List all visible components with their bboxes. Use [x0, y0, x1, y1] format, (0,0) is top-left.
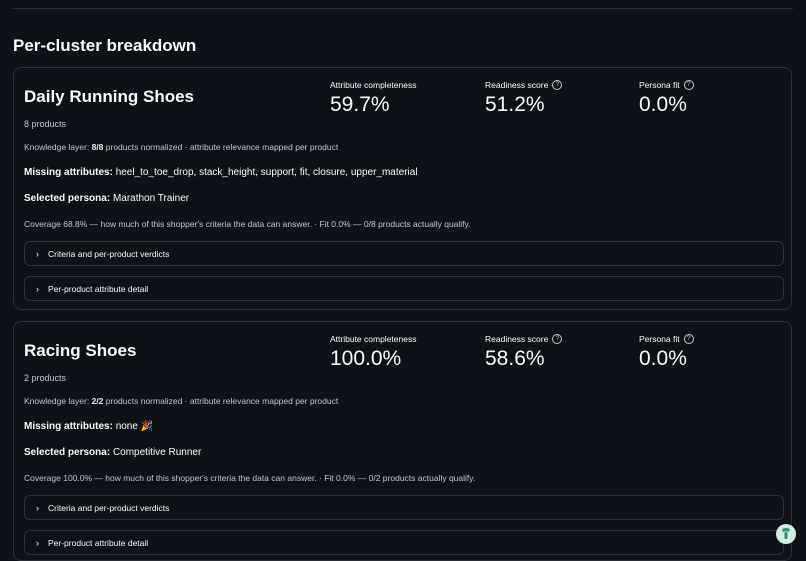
expander-criteria[interactable]: › Criteria and per-product verdicts — [24, 495, 784, 520]
chevron-right-icon: › — [36, 502, 39, 513]
product-count: 8 products — [24, 119, 67, 129]
expander-label: Criteria and per-product verdicts — [48, 248, 170, 259]
coverage-text: Coverage 100.0% — how much of this shopp… — [24, 473, 476, 483]
metric-readiness: Readiness score? 51.2% — [485, 80, 563, 117]
metric-value: 100.0% — [330, 347, 402, 370]
expander-attribute-detail[interactable]: › Per-product attribute detail — [24, 276, 784, 301]
help-circle-icon[interactable]: ? — [552, 334, 563, 344]
metric-persona-fit: Persona fit? 0.0% — [639, 334, 694, 371]
metric-label: Attribute completeness — [330, 80, 417, 90]
cluster-card: Racing Shoes 2 products Attribute comple… — [13, 321, 792, 561]
metric-label: Attribute completeness — [330, 334, 417, 344]
help-circle-icon[interactable]: ? — [683, 80, 694, 90]
selected-persona: Selected persona: Marathon Trainer — [24, 193, 190, 204]
coverage-text: Coverage 68.8% — how much of this shoppe… — [24, 219, 471, 229]
metric-label: Readiness score — [485, 80, 549, 90]
help-circle-icon[interactable]: ? — [683, 334, 694, 344]
metric-value: 0.0% — [639, 93, 687, 116]
metric-label: Persona fit — [639, 80, 680, 90]
knowledge-layer: Knowledge layer: 2/2 products normalized… — [24, 396, 339, 406]
missing-attributes: Missing attributes: none 🎉 — [24, 421, 154, 432]
metric-value: 0.0% — [639, 347, 687, 370]
cluster-name: Daily Running Shoes — [24, 87, 195, 106]
knowledge-layer: Knowledge layer: 8/8 products normalized… — [24, 142, 339, 152]
metric-value: 59.7% — [330, 93, 390, 116]
metric-value: 51.2% — [485, 93, 545, 116]
streamlit-logo-icon[interactable] — [776, 524, 796, 544]
expander-label: Per-product attribute detail — [48, 537, 149, 548]
metric-label: Readiness score — [485, 334, 549, 344]
metric-completeness: Attribute completeness 59.7% — [330, 80, 416, 117]
chevron-right-icon: › — [36, 537, 39, 548]
selected-persona: Selected persona: Competitive Runner — [24, 447, 202, 458]
metric-persona-fit: Persona fit? 0.0% — [639, 80, 694, 117]
missing-attributes: Missing attributes: heel_to_toe_drop, st… — [24, 167, 418, 178]
cluster-name: Racing Shoes — [24, 341, 137, 360]
expander-attribute-detail[interactable]: › Per-product attribute detail — [24, 530, 784, 555]
section-title: Per-cluster breakdown — [13, 36, 197, 55]
help-circle-icon[interactable]: ? — [552, 80, 563, 90]
cluster-card: Daily Running Shoes 8 products Attribute… — [13, 67, 792, 310]
metric-readiness: Readiness score? 58.6% — [485, 334, 563, 371]
top-divider — [13, 8, 793, 9]
expander-criteria[interactable]: › Criteria and per-product verdicts — [24, 241, 784, 266]
chevron-right-icon: › — [36, 283, 39, 294]
chevron-right-icon: › — [36, 248, 39, 259]
metric-value: 58.6% — [485, 347, 545, 370]
metric-label: Persona fit — [639, 334, 680, 344]
expander-label: Criteria and per-product verdicts — [48, 502, 170, 513]
product-count: 2 products — [24, 373, 67, 383]
metric-completeness: Attribute completeness 100.0% — [330, 334, 416, 371]
expander-label: Per-product attribute detail — [48, 283, 149, 294]
